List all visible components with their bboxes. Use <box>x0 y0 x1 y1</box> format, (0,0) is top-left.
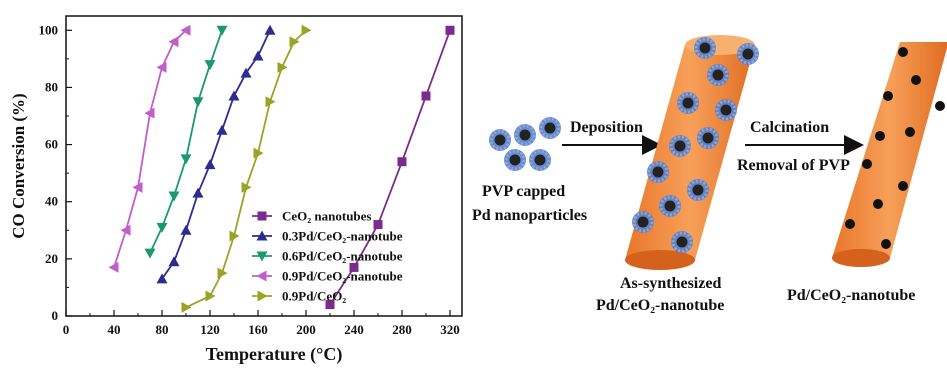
precursor-label-line2: Pd nanoparticles <box>472 207 587 224</box>
y-tick-label: 100 <box>39 22 59 37</box>
data-point <box>264 24 276 35</box>
data-point <box>289 36 300 48</box>
data-point <box>325 300 335 310</box>
series-5 <box>185 29 307 309</box>
pvp-capped-nanoparticles <box>487 115 563 173</box>
data-point <box>192 97 204 108</box>
data-point <box>252 50 264 61</box>
precursor-label-line1: PVP capped <box>482 183 565 200</box>
data-point <box>265 96 276 108</box>
data-point <box>421 91 431 101</box>
series-line <box>185 29 307 309</box>
data-point <box>168 191 180 202</box>
legend-marker <box>256 230 268 241</box>
product-label: Pd/CeO₂-nanotube <box>787 287 915 304</box>
data-point <box>217 267 228 279</box>
data-point <box>192 187 204 198</box>
legend-entry: CeO₂ nanotubes <box>282 209 372 224</box>
data-point <box>349 262 359 272</box>
data-point <box>180 154 192 165</box>
data-point <box>253 147 264 159</box>
x-tick-label: 200 <box>296 322 316 337</box>
y-axis-label: CO Conversion (%) <box>9 93 28 238</box>
legend-marker <box>257 290 268 302</box>
data-point <box>156 61 167 73</box>
data-point <box>229 230 240 242</box>
legend-entry: 0.9Pd/CeO₂-nanotube <box>282 269 403 284</box>
legend-entry: 0.3Pd/CeO₂-nanotube <box>282 229 403 244</box>
y-tick-label: 40 <box>45 194 58 209</box>
x-tick-label: 0 <box>63 322 70 337</box>
data-point <box>120 224 131 236</box>
data-point <box>168 36 179 48</box>
data-point <box>216 25 228 36</box>
as-synthesized-nanotube <box>625 35 755 270</box>
legend-marker <box>257 211 267 221</box>
series-2 <box>161 29 271 280</box>
data-point <box>168 256 180 267</box>
series-line <box>329 29 451 306</box>
catalysis-chart: 0 40 80 120 160 200 240 280 320 0 20 40 60 80 100 Tempe… <box>9 15 463 365</box>
data-point <box>228 90 240 101</box>
data-point <box>397 157 407 167</box>
data-point <box>132 181 143 193</box>
y-tick-label: 0 <box>52 308 59 323</box>
data-point <box>301 24 312 36</box>
x-tick-label: 280 <box>392 322 412 337</box>
data-point <box>181 301 192 313</box>
data-point <box>240 67 252 78</box>
data-point <box>144 107 155 119</box>
legend-marker <box>256 270 267 282</box>
data-point <box>180 24 191 36</box>
pd-dots <box>845 47 945 249</box>
x-tick-label: 320 <box>440 322 460 337</box>
data-point <box>277 61 288 73</box>
x-tick-label: 120 <box>200 322 220 337</box>
x-tick-label: 40 <box>108 322 121 337</box>
data-point <box>204 159 216 170</box>
data-point <box>241 181 252 193</box>
data-point <box>180 224 192 235</box>
intermediate-label-line1: As-synthesized <box>620 275 721 292</box>
x-tick-label: 80 <box>156 322 169 337</box>
data-point <box>108 261 119 273</box>
data-point <box>204 60 216 71</box>
x-axis-label: Temperature (°C) <box>206 344 343 365</box>
data-point <box>144 248 156 259</box>
legend-marker <box>256 251 268 262</box>
data-point <box>156 273 168 284</box>
legend-entry: 0.9Pd/CeO₂ <box>282 289 346 304</box>
x-tick-label: 240 <box>344 322 364 337</box>
data-point <box>216 124 228 135</box>
data-point <box>205 290 216 302</box>
data-point <box>156 222 168 233</box>
legend-entry: 0.6Pd/CeO₂-nanotube <box>282 249 403 264</box>
final-nanotube <box>832 42 947 267</box>
y-tick-label: 20 <box>45 251 58 266</box>
deposition-label: Deposition <box>570 119 643 136</box>
calcination-label: Calcination <box>750 119 829 136</box>
data-point <box>373 220 383 230</box>
data-point <box>445 25 455 35</box>
intermediate-label-line2: Pd/CeO₂-nanotube <box>596 297 724 314</box>
y-tick-label: 60 <box>45 137 58 152</box>
removal-of-pvp-label: Removal of PVP <box>737 157 850 174</box>
series-1 <box>329 29 451 306</box>
series-line <box>161 29 271 280</box>
y-tick-label: 80 <box>45 79 58 94</box>
plot-frame <box>65 15 463 317</box>
synthesis-scheme: PVP capped Pd nanoparticles Deposition A… <box>472 35 947 314</box>
x-tick-label: 160 <box>248 322 268 337</box>
